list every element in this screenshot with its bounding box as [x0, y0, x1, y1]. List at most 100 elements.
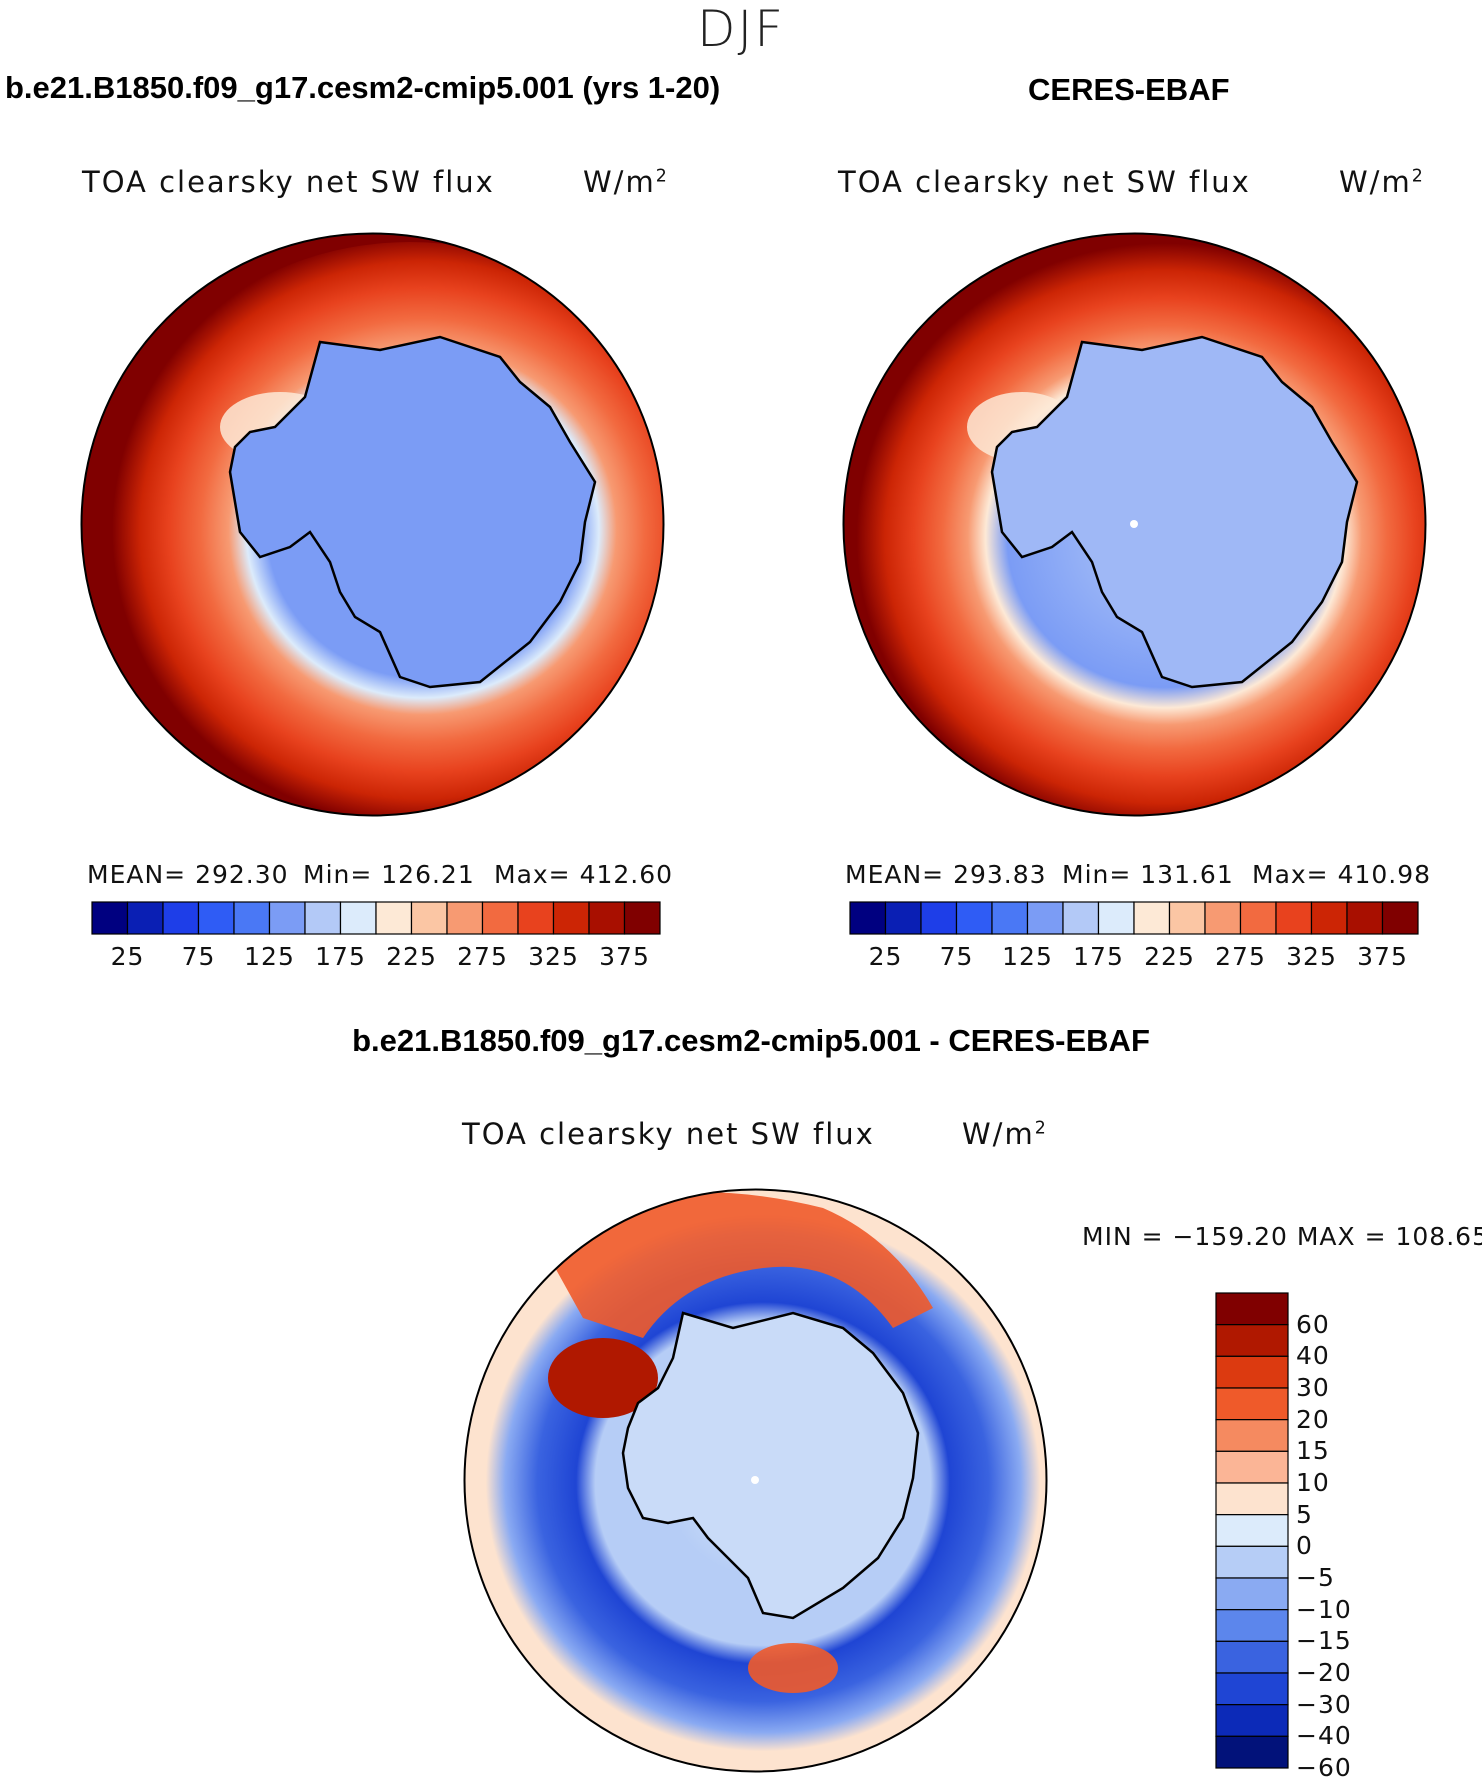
model-colorbar-swatch [304, 901, 342, 935]
model-colorbar-tick-label: 275 [457, 942, 508, 971]
model-antarctica-coastline [228, 335, 597, 689]
diff-colorbar-tick-label: 0 [1296, 1531, 1313, 1561]
model-colorbar-swatch [623, 901, 661, 935]
diff-colorbar-ticks: 60 40 30 20 15 10 5 0 −5 −10 −15 −20 −30 −40 −60 [1296, 1293, 1416, 1782]
model-colorbar-swatch [197, 901, 235, 935]
model-units-label: W/m2 [583, 165, 669, 199]
model-colorbar-swatch [162, 901, 200, 935]
diff-colorbar-swatch [1215, 1450, 1289, 1484]
diff-colorbar-tick-label: −10 [1296, 1594, 1352, 1624]
diff-variable-title: TOA clearsky net SW flux [462, 1117, 875, 1151]
diff-colorbar-swatch [1215, 1672, 1289, 1706]
obs-colorbar-tick-label: 275 [1215, 942, 1266, 971]
model-colorbar-swatch [410, 901, 448, 935]
model-colorbar-swatch [91, 901, 129, 935]
diff-colorbar-tick-label: 60 [1296, 1309, 1330, 1339]
model-colorbar-swatch [446, 901, 484, 935]
diff-colorbar-tick-label: −40 [1296, 1721, 1352, 1751]
model-colorbar-swatch [481, 901, 519, 935]
obs-max-stat: Max= 410.98 [1252, 860, 1432, 889]
diff-colorbar-tick-label: −60 [1296, 1753, 1352, 1782]
diff-colorbar-swatch [1215, 1514, 1289, 1547]
obs-min-stat: Min= 131.61 [1062, 860, 1234, 889]
diff-colorbar-swatch [1215, 1735, 1289, 1769]
diff-units-label: W/m2 [962, 1117, 1048, 1151]
obs-colorbar-swatch [1346, 901, 1384, 935]
diff-colorbar-tick-label: −15 [1296, 1626, 1352, 1656]
diff-antarctica-coastline [621, 1311, 920, 1620]
obs-colorbar-tick-label: 75 [939, 942, 974, 971]
obs-colorbar-swatch [955, 901, 993, 935]
obs-colorbar-swatch [991, 901, 1029, 935]
obs-colorbar-swatch [1097, 901, 1135, 935]
obs-colorbar-swatch [1310, 901, 1348, 935]
model-colorbar-tick-label: 25 [110, 942, 145, 971]
model-colorbar-swatch [552, 901, 590, 935]
obs-colorbar-tick-label: 225 [1144, 942, 1195, 971]
obs-variable-title: TOA clearsky net SW flux [838, 165, 1251, 199]
model-max-stat: Max= 412.60 [494, 860, 674, 889]
diff-colorbar-swatch [1215, 1577, 1289, 1611]
diff-colorbar-swatch [1215, 1640, 1289, 1674]
obs-units-label: W/m2 [1339, 165, 1425, 199]
diff-colorbar-tick-label: 5 [1296, 1499, 1313, 1529]
diff-colorbar-swatch [1215, 1482, 1289, 1516]
model-colorbar-swatch [339, 901, 377, 935]
model-variable-title: TOA clearsky net SW flux [82, 165, 495, 199]
obs-colorbar-swatch [1204, 901, 1242, 935]
obs-colorbar-tick-label: 175 [1073, 942, 1124, 971]
obs-mean-stat: MEAN= 293.83 [845, 860, 1047, 889]
diff-colorbar-swatch [1215, 1609, 1289, 1642]
model-colorbar-swatch [588, 901, 626, 935]
obs-colorbar-swatch [1381, 901, 1419, 935]
obs-colorbar-swatch [1062, 901, 1100, 935]
diff-colorbar-swatch [1215, 1292, 1289, 1326]
obs-colorbar-tick-label: 125 [1002, 942, 1053, 971]
obs-colorbar-swatch [920, 901, 958, 935]
diff-colorbar-swatch [1215, 1355, 1289, 1389]
diff-colorbar-tick-label: −5 [1296, 1563, 1335, 1592]
model-colorbar-ticks: 25 75 125 175 225 275 325 375 [92, 942, 660, 974]
obs-colorbar-swatch [849, 901, 887, 935]
model-colorbar-tick-label: 75 [181, 942, 216, 971]
model-colorbar-tick-label: 325 [528, 942, 579, 971]
season-title: DJF [696, 0, 785, 58]
diff-colorbar-swatch [1215, 1387, 1289, 1421]
diff-colorbar-swatch [1215, 1324, 1289, 1357]
model-colorbar-swatch [375, 901, 413, 935]
obs-colorbar [849, 901, 1419, 935]
obs-colorbar-swatch [884, 901, 922, 935]
diff-polar-map [463, 1188, 1048, 1773]
model-case-title: b.e21.B1850.f09_g17.cesm2-cmip5.001 (yrs… [5, 70, 721, 105]
diff-colorbar-tick-label: −30 [1296, 1689, 1352, 1719]
diff-minmax-stat: MIN = −159.20 MAX = 108.65 [1082, 1222, 1482, 1251]
model-colorbar-tick-label: 175 [315, 942, 366, 971]
obs-colorbar-swatch [1026, 901, 1064, 935]
diff-colorbar-tick-label: 15 [1296, 1436, 1330, 1466]
model-mean-stat: MEAN= 292.30 [87, 860, 289, 889]
model-colorbar-swatch [126, 901, 164, 935]
model-colorbar-swatch [233, 901, 271, 935]
obs-colorbar-swatch [1168, 901, 1206, 935]
obs-polar-map [842, 232, 1427, 817]
obs-colorbar-swatch [1239, 901, 1277, 935]
model-colorbar-tick-label: 225 [386, 942, 437, 971]
obs-colorbar-tick-label: 375 [1357, 942, 1408, 971]
diff-colorbar-tick-label: −20 [1296, 1658, 1352, 1687]
model-colorbar [91, 901, 661, 935]
model-colorbar-swatch [268, 901, 306, 935]
model-colorbar-tick-label: 125 [244, 942, 295, 971]
obs-colorbar-swatch [1133, 901, 1171, 935]
model-polar-map [80, 232, 665, 817]
obs-case-title: CERES-EBAF [1028, 72, 1230, 107]
diff-colorbar-swatch [1215, 1419, 1289, 1452]
model-colorbar-tick-label: 375 [599, 942, 650, 971]
diff-colorbar-tick-label: 10 [1296, 1468, 1330, 1497]
diff-colorbar-tick-label: 40 [1296, 1341, 1330, 1371]
obs-colorbar-swatch [1275, 901, 1313, 935]
obs-colorbar-tick-label: 325 [1286, 942, 1337, 971]
model-colorbar-swatch [517, 901, 555, 935]
model-min-stat: Min= 126.21 [303, 860, 475, 889]
diff-colorbar [1215, 1292, 1289, 1769]
diff-colorbar-tick-label: 30 [1296, 1373, 1330, 1402]
